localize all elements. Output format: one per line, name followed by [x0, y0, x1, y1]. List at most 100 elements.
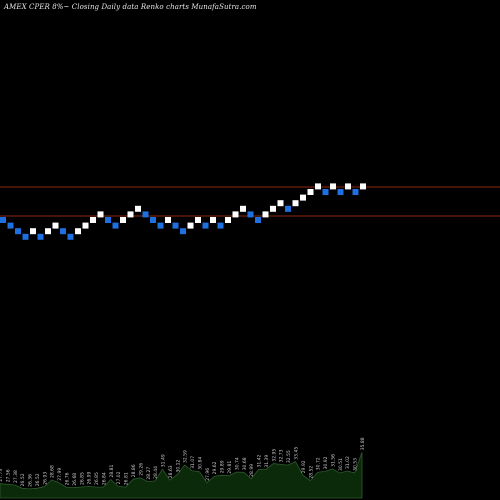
renko-brick-up	[45, 228, 51, 235]
renko-brick-down	[105, 217, 111, 223]
volume-label: 26.99	[87, 471, 93, 484]
volume-label: 32.73	[279, 449, 285, 462]
volume-area	[0, 452, 363, 499]
volume-label: 26.85	[79, 472, 85, 485]
volume-label: 30.84	[198, 457, 204, 470]
renko-brick-up	[345, 183, 351, 190]
volume-label: 32.55	[286, 450, 292, 463]
renko-brick-up	[330, 183, 336, 190]
volume-label: 28.44	[153, 466, 159, 479]
volume-label: 32.95	[271, 449, 277, 462]
renko-brick-down	[37, 233, 44, 240]
volume-label: 27.73	[0, 469, 4, 482]
renko-brick-down	[7, 222, 14, 229]
volume-label: 27.02	[116, 471, 122, 484]
volume-label: 27.99	[57, 468, 63, 481]
renko-brick-up	[360, 183, 366, 190]
renko-brick-up	[120, 217, 126, 223]
volume-label: 29.89	[220, 460, 226, 473]
renko-brick-up	[52, 222, 59, 229]
volume-label: 30.68	[242, 457, 248, 470]
renko-brick-down	[172, 222, 179, 229]
renko-brick-up	[90, 217, 96, 223]
volume-label: 26.52	[20, 473, 26, 486]
renko-brick-up	[195, 217, 201, 223]
volume-label: 31.39	[264, 455, 270, 468]
volume-label: 30.51	[338, 458, 344, 471]
renko-brick-up	[75, 228, 81, 235]
renko-brick-up	[97, 211, 104, 218]
volume-label: 29.92	[301, 460, 307, 473]
volume-label: 30.53	[353, 458, 359, 471]
renko-brick-down	[0, 217, 6, 223]
volume-label: 28.27	[146, 467, 152, 480]
renko-brick-up	[30, 228, 36, 235]
renko-brick-down	[22, 233, 29, 240]
volume-label: 29.81	[227, 461, 233, 474]
volume-label: 30.12	[175, 459, 181, 472]
renko-brick-down	[285, 205, 291, 212]
renko-brick-down	[150, 217, 156, 223]
renko-brick-down	[112, 222, 119, 229]
renko-brick-down	[337, 189, 344, 195]
renko-brick-up	[225, 217, 231, 223]
renko-brick-down	[180, 228, 186, 235]
volume-label: 32.59	[183, 450, 189, 463]
renko-brick-up	[135, 205, 141, 212]
volume-label: 31.49	[161, 454, 167, 467]
volume-label: 30.74	[234, 457, 240, 470]
volume-label: 30.72	[316, 457, 322, 470]
volume-label: 27.38	[13, 470, 19, 483]
volume-label: 31.07	[190, 456, 196, 469]
renko-brick-down	[217, 222, 224, 229]
renko-brick-up	[82, 222, 89, 229]
volume-label: 28.52	[308, 466, 314, 479]
renko-brick-up	[127, 211, 134, 218]
renko-brick-down	[247, 211, 254, 218]
renko-brick-up	[262, 211, 269, 218]
renko-brick-up	[240, 205, 246, 212]
volume-label: 27.96	[205, 468, 211, 481]
renko-brick-down	[352, 189, 359, 195]
volume-label: 28.86	[131, 464, 137, 477]
renko-brick-up	[165, 217, 171, 223]
chart-title: AMEX CPER 8%~ Closing Daily data Renko c…	[4, 3, 257, 11]
renko-brick-up	[270, 205, 276, 212]
volume-label: 27.56	[5, 469, 11, 482]
renko-brick-up	[307, 189, 314, 195]
renko-brick-down	[15, 228, 21, 235]
renko-brick-up	[315, 183, 321, 190]
renko-brick-up	[292, 200, 299, 207]
volume-label: 29.26	[138, 463, 144, 476]
renko-brick-down	[67, 233, 74, 240]
volume-label: 28.68	[50, 465, 56, 478]
renko-brick-down	[255, 217, 261, 223]
volume-label: 31.56	[330, 454, 336, 467]
renko-brick-up	[187, 222, 194, 229]
renko-brick-up	[277, 200, 284, 207]
volume-label: 26.76	[65, 472, 71, 485]
volume-label: 33.45	[294, 447, 300, 460]
renko-brick-down	[142, 211, 149, 218]
renko-brick-down	[202, 222, 209, 229]
renko-brick-down	[322, 189, 329, 195]
renko-brick-down	[60, 228, 66, 235]
volume-label: 26.52	[35, 473, 41, 486]
volume-label: 26.68	[72, 473, 78, 486]
renko-brick-up	[210, 217, 216, 223]
renko-brick-down	[157, 222, 164, 229]
volume-label: 35.88	[360, 437, 366, 450]
volume-label: 29.62	[212, 461, 218, 474]
volume-label: 26.36	[28, 474, 34, 487]
volume-label: 28.99	[249, 464, 255, 477]
volume-label: 28.63	[168, 465, 174, 478]
renko-brick-up	[232, 211, 239, 218]
volume-label: 31.02	[345, 456, 351, 469]
volume-label: 30.92	[323, 456, 329, 469]
volume-label: 28.81	[109, 464, 115, 477]
renko-brick-up	[300, 194, 306, 201]
volume-label: 31.42	[257, 454, 263, 467]
volume-label: 26.81	[124, 472, 130, 485]
volume-label: 26.85	[94, 472, 100, 485]
